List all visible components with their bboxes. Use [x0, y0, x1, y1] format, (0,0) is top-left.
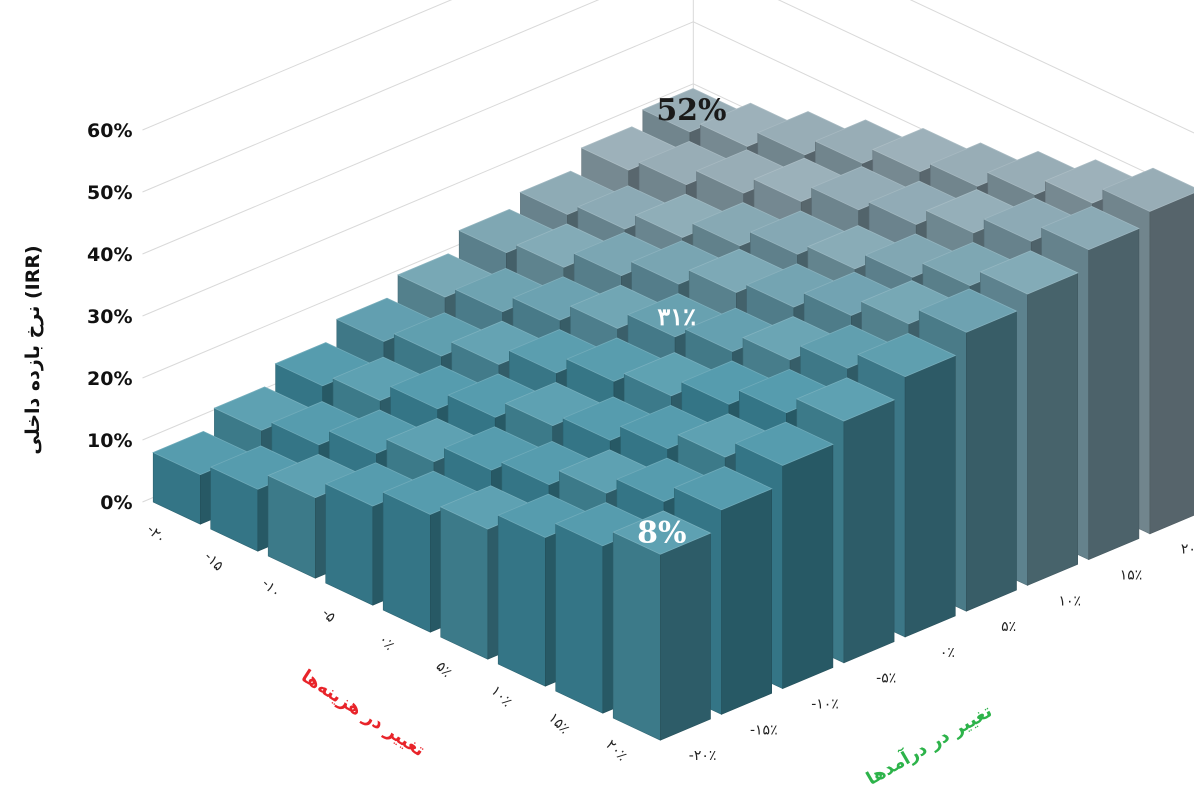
bar-front [904, 355, 956, 638]
x-tick-label: ۱۵٪ [545, 710, 572, 737]
bar-top [1101, 167, 1194, 212]
y-tick-label: ۰٪ [940, 645, 955, 661]
bar-front [659, 532, 711, 741]
data-label: ۳۱٪ [657, 302, 696, 331]
bar-front [1088, 228, 1140, 561]
data-label: 8% [637, 516, 686, 551]
y-tick-label: ۱۰٪ [1059, 593, 1082, 609]
bar-front [1027, 272, 1078, 586]
bar-top [673, 466, 773, 511]
bar-front [782, 443, 834, 690]
bar-top [1040, 205, 1140, 251]
z-tick-label: 0% [100, 492, 132, 514]
x-tick-label: -۱۵ [201, 549, 227, 575]
z-tick-label: 40% [87, 244, 132, 266]
bar-side [440, 506, 489, 660]
chart-annotations: 52% ۳۱٪ 8% [637, 93, 726, 550]
bar-front [843, 399, 895, 664]
x-tick-label: ۲۰٪ [602, 737, 629, 764]
y-tick-label: ۱۵٪ [1120, 568, 1143, 584]
bar-side [497, 514, 546, 687]
x-tick-label: ۰٪ [375, 632, 397, 654]
bar-top [979, 250, 1079, 295]
bar-side [555, 523, 604, 714]
x-axis-title: تغییر در هزینه‌ها [297, 666, 428, 761]
bar-front [1149, 192, 1194, 535]
y-tick-label: -۱۰٪ [811, 697, 839, 713]
z-tick-label: 10% [87, 430, 132, 452]
bar [612, 510, 712, 741]
x-tick-label: -۵ [318, 606, 338, 626]
z-tick-label: 30% [87, 306, 132, 328]
bar-top [734, 421, 834, 466]
z-axis-title: نرخ بازده داخلی (IRR) [22, 245, 44, 454]
gridline [142, 0, 1194, 196]
bar-front [965, 310, 1017, 612]
x-tick-label: ۵٪ [433, 659, 455, 681]
bar-front [721, 488, 773, 715]
z-tick-label: 50% [87, 182, 132, 204]
data-label: 52% [656, 93, 726, 128]
y-tick-label: -۵٪ [876, 671, 896, 687]
chart-bars [152, 88, 1194, 741]
z-tick-label: 60% [87, 120, 132, 142]
y-tick-label: ۵٪ [1001, 619, 1016, 635]
bar-top [918, 288, 1018, 333]
x-tick-label: -۲۰ [143, 522, 169, 548]
bar-top [857, 332, 957, 378]
y-tick-label: -۲۰٪ [689, 748, 717, 764]
x-tick-label: -۱۰ [258, 576, 284, 602]
bar-top [612, 510, 712, 555]
y-tick-label: -۱۵٪ [750, 722, 778, 738]
gridline [142, 0, 1194, 134]
bar-side [612, 531, 661, 741]
bar-side [382, 491, 431, 633]
y-axis-title: تغییر در درآمدها [862, 699, 996, 790]
x-tick-label: ۱۰٪ [487, 683, 514, 710]
y-tick-label: ۲۰٪ [1181, 542, 1194, 558]
z-tick-label: 20% [87, 368, 132, 390]
bar-top [795, 377, 896, 422]
